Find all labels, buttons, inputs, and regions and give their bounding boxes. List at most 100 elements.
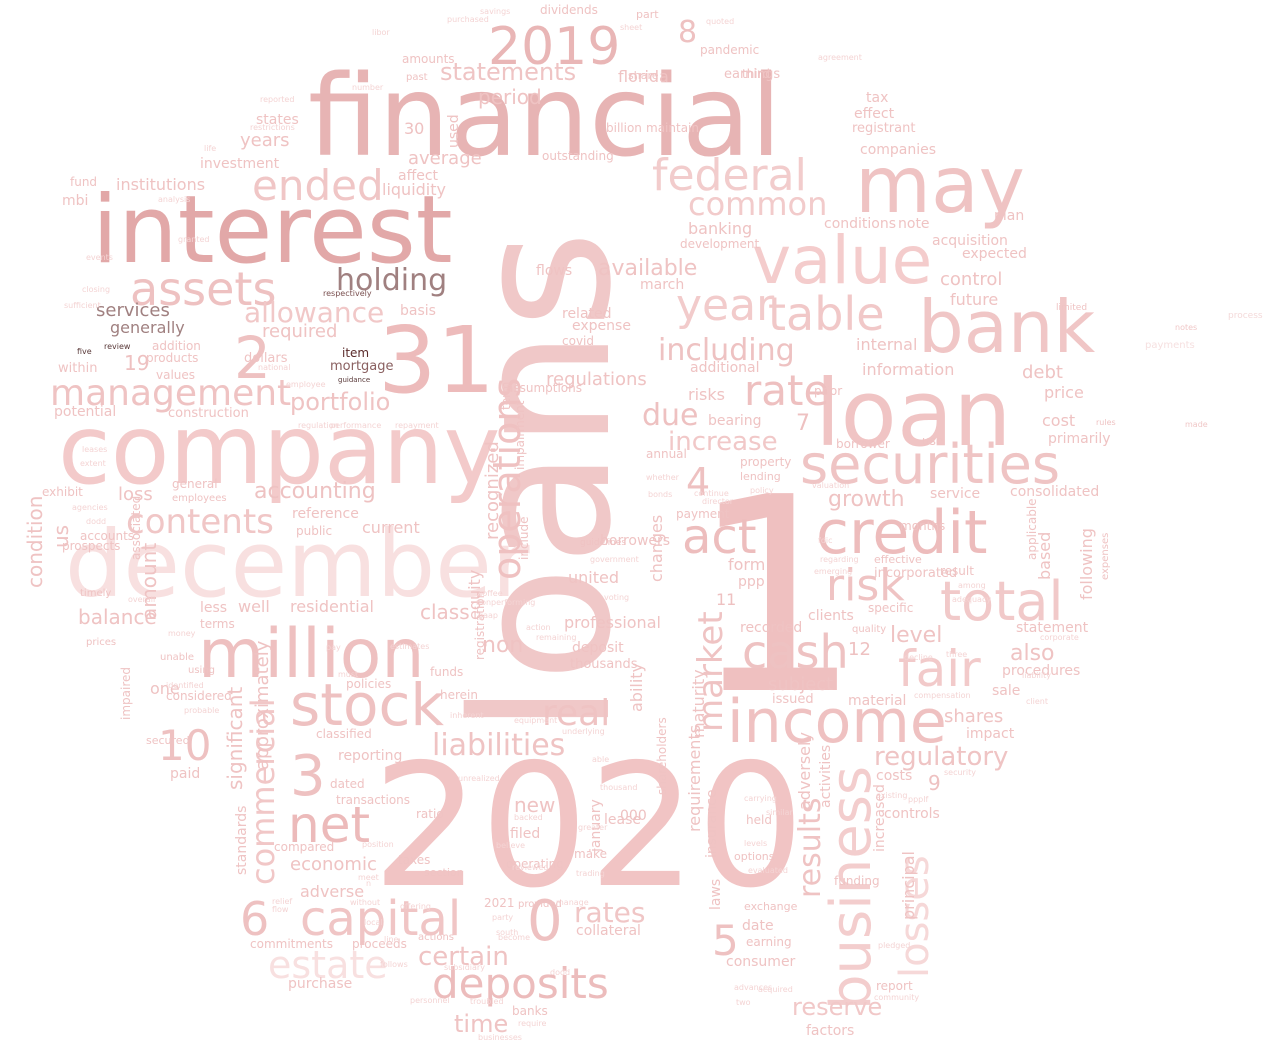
svg-text:standards: standards: [234, 806, 250, 875]
svg-text:government: government: [590, 555, 639, 564]
word-including: including: [658, 333, 795, 368]
svg-text:also: also: [1010, 641, 1055, 666]
svg-text:one: one: [150, 679, 180, 698]
svg-text:costs: costs: [876, 768, 912, 784]
svg-text:conditions: conditions: [824, 216, 896, 232]
svg-text:8: 8: [678, 15, 697, 50]
word-federal: federal: [652, 150, 807, 201]
word-holding: holding: [336, 263, 447, 298]
word-management: management: [50, 373, 291, 414]
svg-text:estimates: estimates: [390, 642, 429, 651]
svg-text:based: based: [1035, 532, 1054, 580]
svg-text:shareholders: shareholders: [655, 717, 669, 795]
svg-text:insurance: insurance: [704, 790, 720, 858]
svg-text:action: action: [526, 623, 551, 632]
svg-text:note: note: [898, 216, 930, 232]
svg-text:9: 9: [928, 771, 941, 795]
svg-text:policy: policy: [750, 486, 774, 495]
svg-text:level: level: [890, 623, 942, 648]
svg-text:n: n: [366, 879, 371, 888]
svg-text:performance: performance: [330, 421, 381, 430]
svg-text:compensation: compensation: [914, 691, 971, 700]
svg-text:7: 7: [796, 411, 810, 436]
svg-text:laws: laws: [708, 879, 724, 910]
word-notes: notes: [1175, 323, 1197, 332]
svg-text:increased: increased: [872, 784, 888, 852]
svg-text:businesses: businesses: [478, 1033, 522, 1042]
cloud-decor-tiny: savings purchased sheet quoted agreement…: [64, 7, 1079, 1042]
svg-text:dated: dated: [330, 777, 365, 791]
word-cash: cash: [742, 625, 849, 679]
svg-text:local: local: [364, 918, 383, 927]
svg-text:plan: plan: [994, 208, 1024, 224]
svg-text:nonperforming: nonperforming: [476, 598, 535, 607]
svg-text:funding: funding: [834, 874, 880, 888]
word-certain: certain: [418, 942, 509, 972]
svg-text:procedures: procedures: [1002, 663, 1080, 679]
svg-text:investment: investment: [200, 156, 280, 172]
svg-text:bonds: bonds: [648, 490, 672, 499]
svg-text:consumer: consumer: [726, 954, 796, 970]
svg-text:use: use: [922, 434, 943, 448]
svg-text:herein: herein: [440, 688, 478, 702]
svg-text:dodd: dodd: [550, 968, 570, 977]
svg-text:registration: registration: [473, 591, 487, 660]
word-commercial: commercial: [244, 698, 282, 885]
svg-text:controls: controls: [884, 806, 940, 822]
svg-text:regarding: regarding: [820, 555, 859, 564]
svg-text:5: 5: [712, 916, 739, 965]
svg-text:continue: continue: [694, 489, 729, 498]
svg-text:liability: liability: [1022, 671, 1051, 680]
svg-text:prospects: prospects: [62, 539, 120, 553]
svg-text:libor: libor: [372, 28, 390, 37]
svg-text:march: march: [640, 277, 684, 293]
svg-text:limited: limited: [1056, 303, 1087, 313]
svg-text:service: service: [930, 486, 980, 502]
svg-text:personnel: personnel: [410, 996, 450, 1005]
word-net: net: [288, 796, 370, 854]
word-income: income: [727, 687, 947, 757]
svg-text:whether: whether: [646, 473, 680, 482]
svg-text:follows: follows: [380, 960, 408, 969]
svg-text:associated: associated: [129, 496, 143, 560]
word-portfolio: portfolio: [290, 388, 390, 416]
svg-text:condition: condition: [23, 496, 47, 588]
svg-text:quoted: quoted: [706, 17, 734, 26]
svg-text:economic: economic: [290, 854, 377, 875]
svg-text:earnings: earnings: [724, 67, 780, 82]
svg-text:non: non: [482, 633, 523, 658]
svg-text:pandemic: pandemic: [700, 43, 759, 57]
svg-text:development: development: [680, 237, 759, 251]
svg-text:available: available: [598, 256, 697, 281]
word-five: five: [77, 347, 92, 356]
svg-text:report: report: [876, 979, 913, 993]
svg-text:impact: impact: [966, 726, 1015, 742]
word-rates: rates: [574, 896, 645, 929]
svg-text:property: property: [740, 455, 791, 469]
svg-text:internal: internal: [856, 335, 917, 354]
svg-text:information: information: [862, 360, 954, 379]
svg-text:dividends: dividends: [540, 3, 598, 17]
word-stock: stock: [290, 671, 444, 739]
svg-text:united: united: [568, 568, 619, 587]
svg-text:quality: quality: [852, 624, 886, 635]
svg-text:prior: prior: [814, 384, 842, 398]
svg-text:commitments: commitments: [250, 937, 333, 951]
word-business: business: [819, 766, 884, 1010]
svg-text:significant: significant: [223, 687, 247, 790]
svg-text:registrant: registrant: [852, 121, 915, 136]
svg-text:savings: savings: [480, 7, 510, 16]
svg-text:products: products: [146, 351, 198, 365]
svg-text:national: national: [258, 363, 290, 372]
word-risk: risk: [826, 560, 905, 611]
svg-text:risks: risks: [688, 385, 725, 404]
svg-text:acquisition: acquisition: [932, 233, 1008, 249]
svg-text:filed: filed: [510, 826, 540, 842]
svg-text:underlying: underlying: [562, 727, 605, 736]
svg-text:professional: professional: [564, 613, 661, 632]
svg-text:adequacy: adequacy: [952, 595, 991, 604]
svg-text:states: states: [256, 112, 299, 128]
svg-text:party: party: [492, 913, 513, 922]
svg-text:4: 4: [686, 460, 710, 504]
svg-text:bearing: bearing: [708, 413, 761, 429]
